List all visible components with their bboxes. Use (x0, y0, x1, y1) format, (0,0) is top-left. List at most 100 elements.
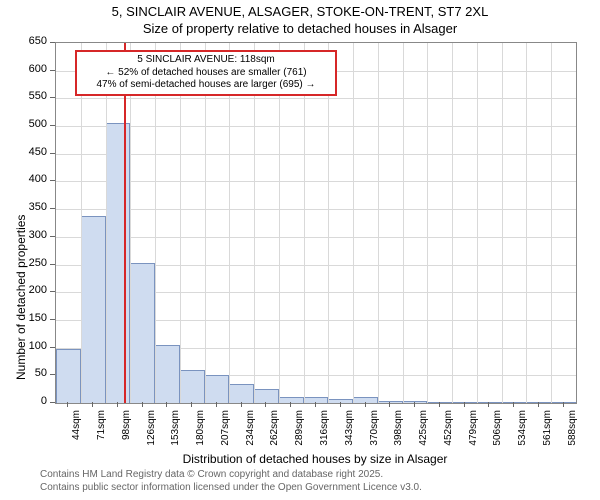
xtick-label: 343sqm (344, 410, 355, 470)
histogram-bar (106, 123, 131, 403)
xtick-label: 479sqm (468, 410, 479, 470)
ytick-label: 450 (17, 146, 47, 158)
histogram-bar (427, 402, 452, 403)
gridline (254, 43, 255, 403)
histogram-bar (205, 375, 230, 403)
gridline (477, 43, 478, 403)
xtick-label: 398sqm (393, 410, 404, 470)
ytick-label: 650 (17, 35, 47, 47)
xtick-label: 289sqm (294, 410, 305, 470)
xtick-label: 126sqm (146, 410, 157, 470)
xtick-mark (464, 402, 465, 407)
histogram-bar (130, 263, 155, 403)
histogram-bar (180, 370, 205, 403)
histogram-bar (56, 349, 81, 403)
xtick-mark (67, 402, 68, 407)
ytick-label: 200 (17, 284, 47, 296)
gridline (452, 43, 453, 403)
ytick-mark (50, 402, 55, 403)
xtick-mark (389, 402, 390, 407)
xtick-label: 207sqm (220, 410, 231, 470)
ytick-mark (50, 236, 55, 237)
ytick-mark (50, 97, 55, 98)
ytick-label: 250 (17, 257, 47, 269)
histogram-bar (452, 402, 477, 403)
xtick-mark (414, 402, 415, 407)
gridline (56, 181, 576, 182)
gridline (205, 43, 206, 403)
ytick-mark (50, 319, 55, 320)
xtick-mark (340, 402, 341, 407)
xtick-label: 234sqm (245, 410, 256, 470)
gridline (130, 43, 131, 403)
xtick-label: 588sqm (567, 410, 578, 470)
histogram-bar (551, 402, 576, 403)
gridline (353, 43, 354, 403)
ytick-mark (50, 42, 55, 43)
ytick-mark (50, 153, 55, 154)
gridline (229, 43, 230, 403)
histogram-bar (353, 397, 378, 403)
gridline (56, 98, 576, 99)
footer-line2: Contains public sector information licen… (40, 481, 422, 494)
histogram-bar (229, 384, 254, 403)
ytick-mark (50, 291, 55, 292)
histogram-bar (526, 402, 551, 403)
xtick-mark (92, 402, 93, 407)
gridline (81, 43, 82, 403)
marker-line (124, 43, 126, 403)
gridline (551, 43, 552, 403)
xtick-mark (315, 402, 316, 407)
gridline (378, 43, 379, 403)
callout-box: 5 SINCLAIR AVENUE: 118sqm← 52% of detach… (75, 50, 337, 96)
xtick-mark (216, 402, 217, 407)
ytick-mark (50, 70, 55, 71)
xtick-label: 452sqm (443, 410, 454, 470)
xtick-mark (365, 402, 366, 407)
ytick-mark (50, 208, 55, 209)
xtick-label: 534sqm (517, 410, 528, 470)
xtick-mark (142, 402, 143, 407)
gridline (56, 154, 576, 155)
ytick-mark (50, 374, 55, 375)
xtick-mark (117, 402, 118, 407)
title-line2: Size of property relative to detached ho… (0, 21, 600, 38)
ytick-label: 0 (17, 395, 47, 407)
xtick-mark (488, 402, 489, 407)
xtick-mark (513, 402, 514, 407)
histogram-bar (155, 345, 180, 403)
histogram-bar (254, 389, 279, 403)
plot-area (55, 42, 577, 404)
xtick-mark (166, 402, 167, 407)
xtick-mark (241, 402, 242, 407)
ytick-label: 600 (17, 63, 47, 75)
xtick-label: 561sqm (542, 410, 553, 470)
gridline (180, 43, 181, 403)
xtick-label: 262sqm (269, 410, 280, 470)
gridline (155, 43, 156, 403)
xtick-label: 153sqm (170, 410, 181, 470)
xtick-mark (563, 402, 564, 407)
ytick-mark (50, 180, 55, 181)
xtick-label: 506sqm (492, 410, 503, 470)
title-line1: 5, SINCLAIR AVENUE, ALSAGER, STOKE-ON-TR… (0, 4, 600, 21)
gridline (427, 43, 428, 403)
gridline (403, 43, 404, 403)
histogram-bar (328, 399, 353, 403)
xtick-mark (439, 402, 440, 407)
xtick-label: 370sqm (369, 410, 380, 470)
callout-line2: ← 52% of detached houses are smaller (76… (81, 67, 331, 80)
ytick-label: 400 (17, 173, 47, 185)
gridline (56, 209, 576, 210)
gridline (502, 43, 503, 403)
xtick-label: 180sqm (195, 410, 206, 470)
ytick-label: 500 (17, 118, 47, 130)
xtick-mark (265, 402, 266, 407)
xtick-mark (538, 402, 539, 407)
xtick-mark (290, 402, 291, 407)
callout-line1: 5 SINCLAIR AVENUE: 118sqm (81, 54, 331, 67)
ytick-mark (50, 125, 55, 126)
xtick-label: 71sqm (96, 410, 107, 470)
xtick-label: 98sqm (121, 410, 132, 470)
ytick-label: 350 (17, 201, 47, 213)
